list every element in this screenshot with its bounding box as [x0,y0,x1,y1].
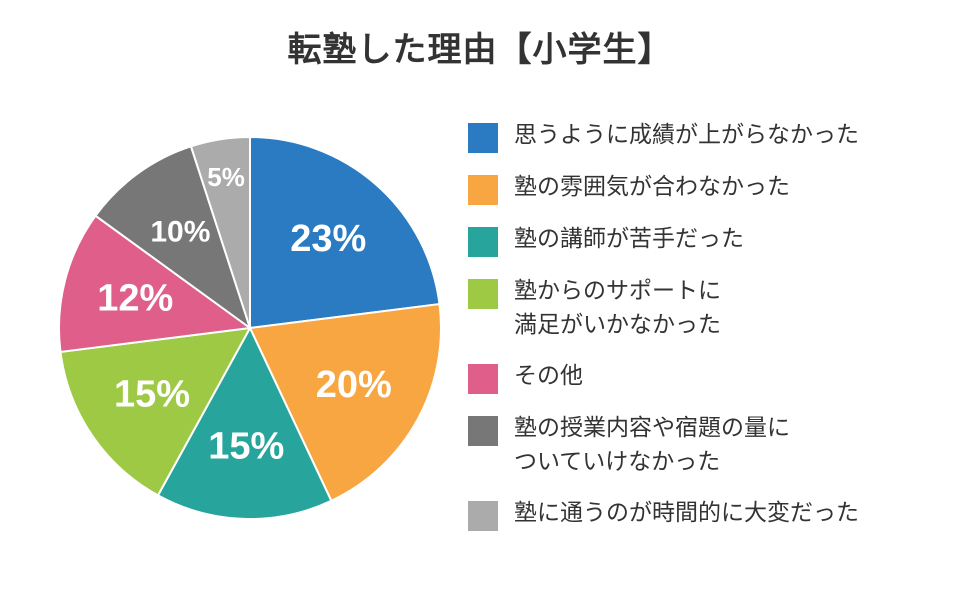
pie-slice-1 [249,135,441,330]
legend-swatch [468,416,498,446]
legend-label: 思うように成績が上がらなかった [514,122,859,148]
legend-label: 塾に通うのが時間的に大変だった [514,500,859,526]
pie-value-label-4: 15% [114,374,190,416]
legend-label: 塾の講師が苦手だった [514,226,744,252]
pie-slice-2 [248,302,442,503]
pie-value-label-1: 23% [290,218,366,260]
legend-swatch [468,501,498,531]
pie-value-label-3: 15% [208,425,284,467]
legend-item-3: 塾の講師が苦手だった [468,222,948,257]
legend-swatch [468,364,498,394]
legend-item-1: 思うように成績が上がらなかった [468,118,948,153]
legend-item-7: 塾に通うのが時間的に大変だった [468,496,948,531]
legend-item-5: その他 [468,359,948,394]
legend-label: 塾の雰囲気が合わなかった [514,174,790,200]
legend-swatch [468,227,498,257]
legend-item-6: 塾の授業内容や宿題の量に ついていけなかった [468,411,948,479]
pie-value-label-7: 5% [207,162,245,192]
pie-slice-7 [189,135,251,329]
legend-item-4: 塾からのサポートに 満足がいかなかった [468,274,948,342]
legend-swatch [468,175,498,205]
pie-value-label-2: 20% [316,364,392,406]
pie-slice-4 [59,326,252,497]
legend: 思うように成績が上がらなかった 塾の雰囲気が合わなかった 塾の講師が苦手だった塾から… [468,118,948,548]
legend-label: 塾からのサポートに 満足がいかなかった [514,278,721,338]
chart-title: 転塾した理由【小学生】 [287,30,673,70]
legend-label: 塾の授業内容や宿題の量に ついていけなかった [514,415,790,475]
pie-value-label-6: 10% [150,216,210,249]
pie-slice-3 [156,325,333,520]
legend-label: その他 [514,363,583,389]
legend-item-2: 塾の雰囲気が合わなかった [468,170,948,205]
legend-swatch [468,279,498,309]
legend-swatch [468,123,498,153]
pie-value-label-5: 12% [97,278,173,320]
pie-slice-5 [58,214,253,354]
pie-slice-6 [94,145,252,331]
